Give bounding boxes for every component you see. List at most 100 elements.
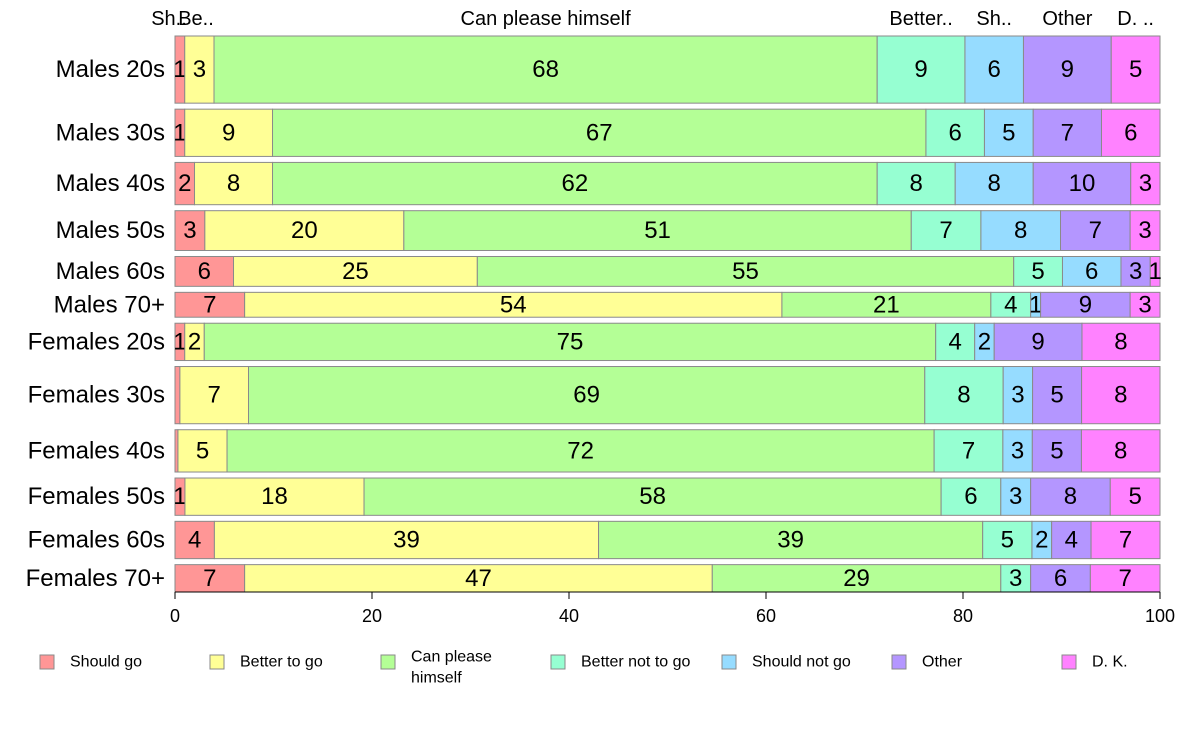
segment-value-label: 7 (1061, 119, 1074, 146)
legend-swatch (1061, 654, 1077, 670)
legend-swatch (39, 654, 55, 670)
segment-value-label: 75 (557, 328, 584, 355)
bar-segment (244, 291, 783, 318)
bar-segment (910, 210, 982, 251)
bar-segment (403, 210, 912, 251)
segment-value-label: 54 (500, 291, 527, 318)
legend-label-line2: himself (411, 670, 462, 687)
bar-segment (1089, 564, 1161, 593)
bar-segment (1030, 477, 1111, 516)
bar-segment (213, 35, 878, 104)
bar-segment (174, 210, 206, 251)
category-label: Females 70+ (26, 565, 165, 592)
bar-segment (1022, 35, 1112, 104)
segment-value-label: 4 (1004, 291, 1017, 318)
segment-value-label: 6 (1054, 565, 1067, 592)
segment-value-label: 1 (1148, 258, 1161, 285)
segment-value-label: 3 (183, 217, 196, 244)
segment-value-label: 39 (777, 526, 804, 553)
bar-segment (924, 366, 1004, 425)
segment-value-label: 29 (843, 565, 870, 592)
bar-segment (226, 429, 935, 473)
legend-label: Should not go (752, 654, 851, 671)
bar-segment (933, 429, 1004, 473)
segment-value-label: 5 (1050, 382, 1063, 409)
segment-value-label: 7 (1089, 217, 1102, 244)
bar-segment (1032, 366, 1083, 425)
legend-label: Other (922, 654, 963, 671)
segment-value-label: 5 (1128, 483, 1141, 510)
legend-label: Better to go (240, 654, 323, 671)
bar-segment (982, 520, 1033, 560)
segment-value-label: 6 (1124, 119, 1137, 146)
x-tick-label: 100 (1145, 606, 1175, 626)
segment-value-label: 9 (914, 56, 927, 83)
bar-segment (964, 35, 1024, 104)
segment-value-label: 8 (1114, 382, 1127, 409)
bar-segment (177, 429, 228, 473)
segment-value-label: 3 (1129, 258, 1142, 285)
segment-value-label: 3 (1138, 217, 1151, 244)
segment-value-label: 8 (1114, 328, 1127, 355)
legend-label: Should go (70, 654, 142, 671)
segment-value-label: 5 (1129, 56, 1142, 83)
series-top-label: D. .. (1117, 8, 1154, 30)
bar-segment (1002, 366, 1034, 425)
bar-segment (990, 291, 1032, 318)
series-top-label: Can please himself (461, 8, 632, 30)
bar-segment (1081, 366, 1161, 425)
bar-segment (1081, 322, 1161, 362)
bar-segment (272, 161, 878, 206)
segment-value-label: 5 (1050, 437, 1063, 464)
segment-value-label: 6 (1085, 258, 1098, 285)
segment-value-label: 58 (639, 483, 666, 510)
segment-value-label: 6 (964, 483, 977, 510)
bar-segment (1002, 429, 1033, 473)
x-tick-label: 20 (362, 606, 382, 626)
category-label: Males 40s (56, 170, 165, 197)
segment-value-label: 72 (567, 437, 594, 464)
segment-value-label: 25 (342, 258, 369, 285)
category-label: Males 70+ (54, 291, 165, 318)
bar-segment (781, 291, 992, 318)
legend-swatch (380, 654, 396, 670)
bar-segment (1100, 108, 1161, 157)
bar-segment (1109, 477, 1161, 516)
segment-value-label: 3 (1139, 170, 1152, 197)
bar-segment (1090, 520, 1161, 560)
bar-segment (1013, 255, 1063, 287)
segment-value-label: 8 (957, 382, 970, 409)
bar-segment (204, 210, 405, 251)
bar-segment (876, 35, 966, 104)
segment-value-label: 1 (173, 328, 186, 355)
segment-value-label: 5 (196, 437, 209, 464)
bar-segment (1030, 564, 1091, 593)
legend-swatch (209, 654, 225, 670)
category-label: Females 40s (28, 437, 165, 464)
legend-swatch (550, 654, 566, 670)
bar-segment (1031, 429, 1082, 473)
bar-segment (194, 161, 274, 206)
series-top-labels: Sh..Be.. Can please himself Better.. Sh.. Ot… (151, 8, 1154, 30)
series-top-label: Sh.. (151, 8, 187, 30)
category-label: Females 50s (28, 483, 165, 510)
segment-value-label: 69 (573, 382, 600, 409)
bar-segment (711, 564, 1002, 593)
segment-value-label: 8 (988, 170, 1001, 197)
segment-value-label: 2 (978, 328, 991, 355)
bar-segment (272, 108, 927, 157)
category-label: Females 60s (28, 526, 165, 553)
segment-value-label: 62 (561, 170, 588, 197)
segment-value-label: 4 (1065, 526, 1078, 553)
segment-value-label: 10 (1069, 170, 1096, 197)
bar-segment (993, 322, 1083, 362)
bar-segment (1120, 255, 1151, 287)
segment-value-label: 6 (949, 119, 962, 146)
segment-value-label: 3 (1009, 565, 1022, 592)
x-tick-label: 60 (756, 606, 776, 626)
segment-value-label: 20 (291, 217, 318, 244)
category-label: Males 20s (56, 56, 165, 83)
bar-segment (980, 210, 1062, 251)
segment-value-label: 7 (203, 291, 216, 318)
bar-segment (1110, 35, 1161, 104)
